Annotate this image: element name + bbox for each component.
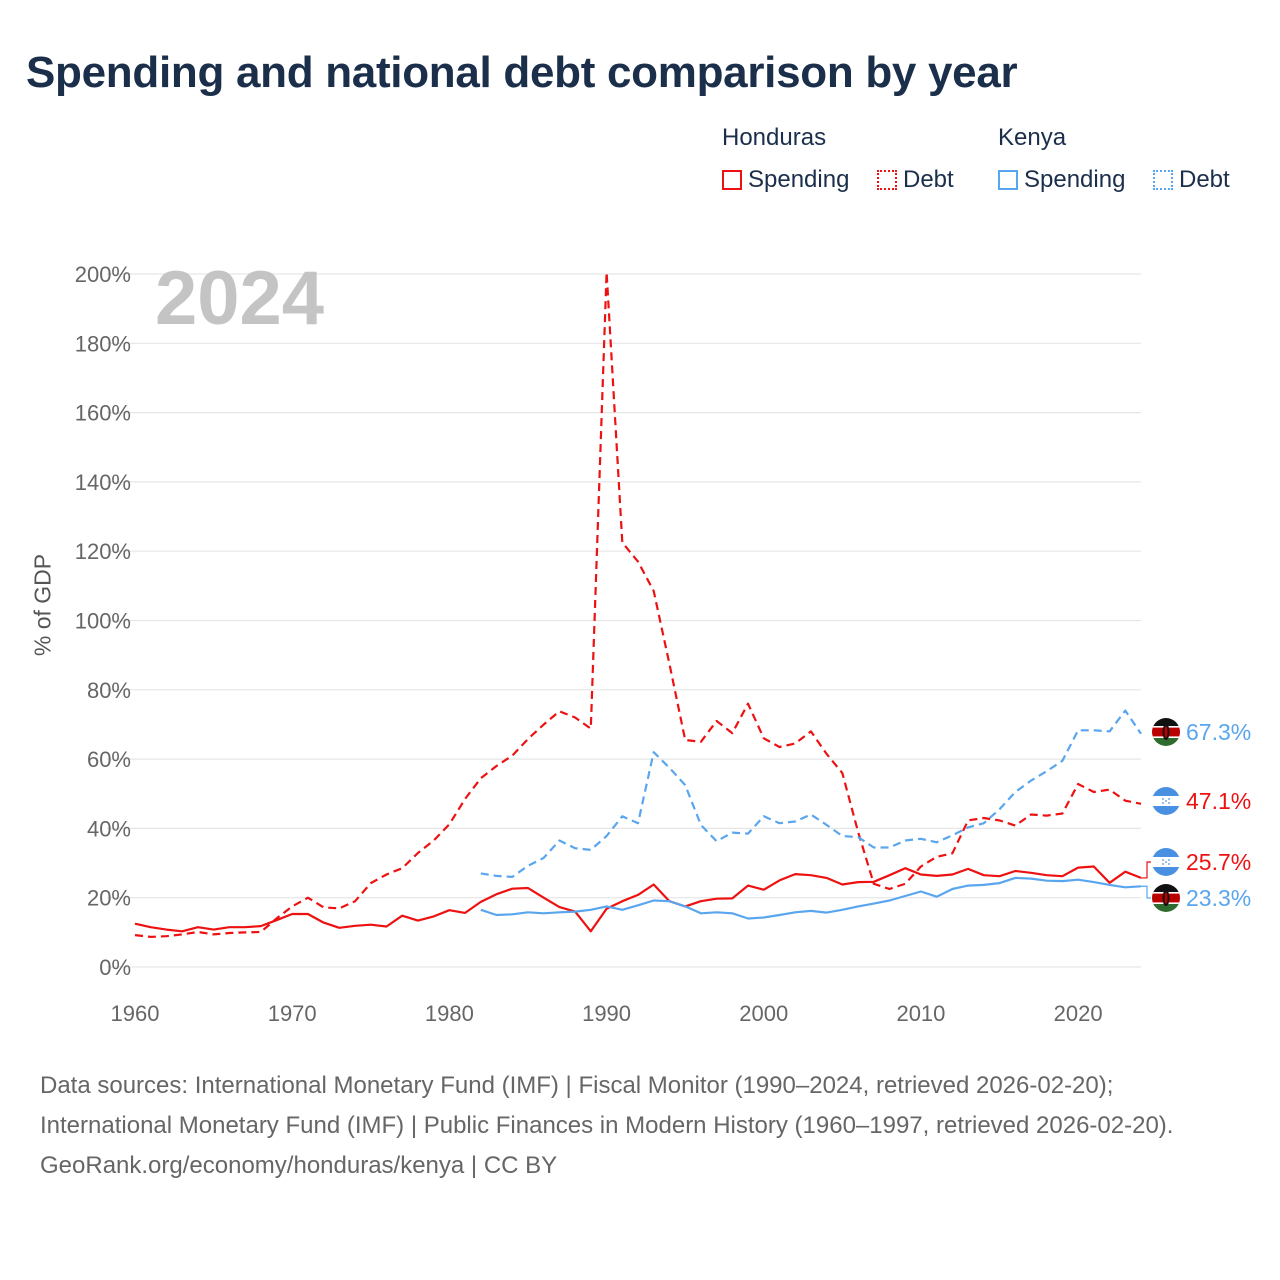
legend-swatch-solid-icon (998, 170, 1018, 190)
x-tick-label: 2020 (1054, 1001, 1103, 1026)
legend-kenya-debt[interactable]: Debt (1153, 166, 1230, 194)
end-label-connector (1141, 885, 1151, 899)
legend-honduras-spending[interactable]: Spending (722, 166, 849, 194)
y-tick-label: 180% (75, 331, 131, 356)
series-line-kenya-debt[interactable] (480, 709, 1142, 878)
y-axis-label: % of GDP (29, 553, 56, 657)
y-tick-label: 200% (75, 262, 131, 287)
legend-label: Spending (1024, 166, 1126, 193)
chart-title: Spending and national debt comparison by… (26, 48, 1018, 97)
year-watermark: 2024 (155, 256, 325, 341)
legend-honduras-debt[interactable]: Debt (877, 166, 954, 194)
honduras-flag-icon (1152, 848, 1180, 876)
legend-swatch-dotted-icon (1153, 170, 1173, 190)
y-tick-label: 0% (99, 955, 131, 980)
legend-group-honduras: Honduras (722, 124, 827, 151)
y-tick-label: 40% (87, 816, 131, 841)
y-tick-label: 100% (75, 609, 131, 634)
y-tick-label: 80% (87, 678, 131, 703)
series-line-kenya-spending[interactable] (480, 876, 1142, 920)
footer: Data sources: International Monetary Fun… (40, 1066, 1240, 1186)
kenya-flag-icon (1152, 884, 1180, 912)
x-tick-label: 1990 (582, 1001, 631, 1026)
kenya-flag-icon (1152, 718, 1180, 746)
legend-swatch-solid-icon (722, 170, 742, 190)
y-tick-label: 160% (75, 401, 131, 426)
series-line-honduras-spending[interactable] (134, 865, 1142, 933)
x-tick-label: 2000 (739, 1001, 788, 1026)
end-value-label: 47.1% (1186, 788, 1251, 814)
legend-label: Debt (903, 166, 954, 193)
x-tick-label: 1980 (425, 1001, 474, 1026)
legend-kenya-spending[interactable]: Spending (998, 166, 1125, 194)
honduras-flag-icon (1152, 787, 1180, 815)
legend-label: Spending (748, 166, 850, 193)
x-tick-label: 1960 (111, 1001, 160, 1026)
data-sources: Data sources: International Monetary Fun… (40, 1072, 1174, 1139)
y-tick-label: 20% (87, 886, 131, 911)
legend-label: Debt (1179, 166, 1230, 193)
end-label-connector (1141, 861, 1151, 879)
end-value-label: 25.7% (1186, 849, 1251, 875)
credit-link[interactable]: GeoRank.org/economy/honduras/kenya | CC … (40, 1152, 558, 1179)
legend-group-kenya: Kenya (998, 124, 1067, 151)
series-line-honduras-debt[interactable] (134, 271, 1142, 938)
chart-area: 0% 20% 40% 60% 80% 100% 120% 140% 160% 180% 200% 19… (75, 262, 1252, 1026)
y-tick-label: 60% (87, 747, 131, 772)
end-value-label: 67.3% (1186, 719, 1251, 745)
x-tick-label: 2010 (896, 1001, 945, 1026)
legend-swatch-dotted-icon (877, 170, 897, 190)
y-tick-label: 140% (75, 470, 131, 495)
end-value-label: 23.3% (1186, 885, 1251, 911)
x-tick-label: 1970 (268, 1001, 317, 1026)
y-tick-label: 120% (75, 539, 131, 564)
